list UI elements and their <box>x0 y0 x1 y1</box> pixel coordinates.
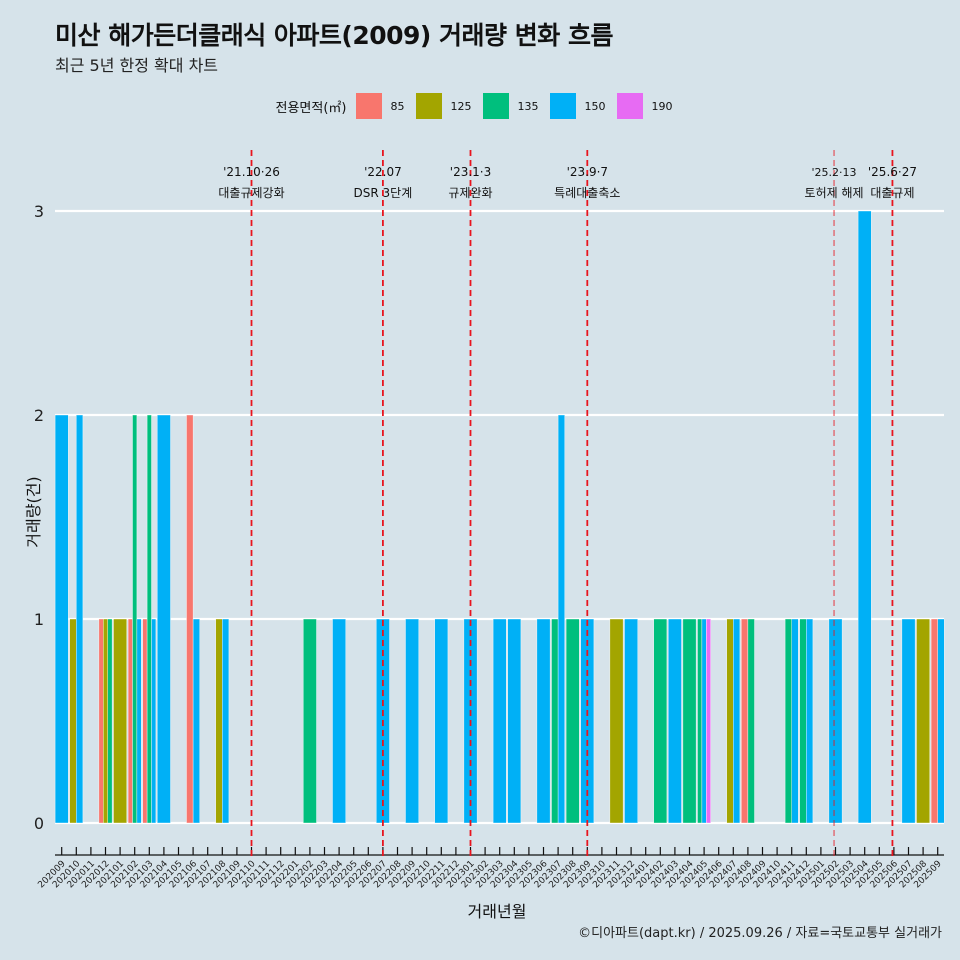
bar-202407-150 <box>733 618 741 824</box>
annotation-label-0: 대출규제강화 <box>218 186 284 200</box>
bar-202012-135 <box>107 618 113 824</box>
y-tick-label: 1 <box>34 610 44 629</box>
bar-202303-150 <box>492 618 507 824</box>
annotation-date-1: '22.07 <box>364 165 402 179</box>
bar-202010-150 <box>76 414 84 824</box>
y-tick-label: 3 <box>34 202 44 221</box>
bar-202306-150 <box>536 618 551 824</box>
bar-202411-135 <box>784 618 792 824</box>
annotation-date-3: '23.9·7 <box>567 165 608 179</box>
legend-swatch-85 <box>356 93 383 119</box>
bar-202507-150 <box>901 618 916 824</box>
bar-202102-85 <box>127 618 133 824</box>
bar-202403-150 <box>668 618 682 824</box>
legend-label-190: 190 <box>651 99 673 113</box>
bar-202010-125 <box>69 618 77 824</box>
bar-202311-125 <box>609 618 624 824</box>
bar-202202-135 <box>303 618 317 824</box>
bar-202405-190 <box>706 618 711 824</box>
legend-title: 전용면적(㎡) <box>275 100 347 116</box>
annotation-label-3: 특례대출축소 <box>554 186 620 200</box>
y-axis-title: 거래량(건) <box>24 476 43 548</box>
bar-202103-135 <box>146 414 152 824</box>
bar-202508-125 <box>916 618 930 824</box>
bar-202102-135 <box>132 414 138 824</box>
bar-202405-150 <box>701 618 707 824</box>
bar-202502-150 <box>828 618 843 824</box>
y-tick-label: 0 <box>34 814 44 833</box>
bar-202407-125 <box>726 618 734 824</box>
annotation-date-5: '25.6·27 <box>868 165 917 179</box>
bar-202504-150 <box>857 210 872 824</box>
bar-202106-85 <box>186 414 194 824</box>
bar-202408-135 <box>747 618 755 824</box>
bar-202103-150 <box>151 618 157 824</box>
annotation-date-2: '23.1·3 <box>450 165 491 179</box>
bar-202108-125 <box>215 618 223 824</box>
annotation-label-1: DSR 3단계 <box>354 186 413 200</box>
bar-202101-125 <box>113 618 127 824</box>
bar-202307-150 <box>557 414 565 824</box>
bar-202412-135 <box>799 618 807 824</box>
bar-202312-150 <box>624 618 638 824</box>
annotation-label-4: 토허제 해제 <box>805 186 864 200</box>
bar-202106-150 <box>192 618 200 824</box>
bar-202304-150 <box>507 618 522 824</box>
chart-subtitle: 최근 5년 한정 확대 차트 <box>55 56 219 75</box>
bar-202509-150 <box>937 618 945 824</box>
legend-item-190: 190 <box>617 93 674 119</box>
legend-label-125: 125 <box>450 99 472 113</box>
bar-202012-85 <box>98 618 104 824</box>
annotation-date-0: '21.10·26 <box>223 165 280 179</box>
bar-202307-135 <box>551 618 559 824</box>
bar-202308-135 <box>565 618 580 824</box>
legend-item-150: 150 <box>550 93 607 119</box>
bar-202103-85 <box>142 618 148 824</box>
x-axis-title: 거래년월 <box>467 902 527 921</box>
annotation-label-2: 규제완화 <box>448 186 492 200</box>
legend: 전용면적(㎡) 85 125 135 150 190 <box>0 93 960 119</box>
bar-202411-150 <box>791 618 799 824</box>
bar-202404-135 <box>682 618 697 824</box>
legend-label-135: 135 <box>517 99 539 113</box>
legend-item-135: 135 <box>483 93 540 119</box>
bar-202412-150 <box>806 618 814 824</box>
footer-credit: ©디아파트(dapt.kr) / 2025.09.26 / 자료=국토교통부 실… <box>578 926 942 941</box>
bar-202102-150 <box>136 618 142 824</box>
legend-item-85: 85 <box>356 93 406 119</box>
bar-202209-150 <box>405 618 419 824</box>
annotation-label-5: 대출규제 <box>870 186 914 200</box>
bar-202108-150 <box>222 618 230 824</box>
legend-swatch-190 <box>617 93 644 119</box>
bar-202211-150 <box>434 618 449 824</box>
bar-202408-85 <box>741 618 749 824</box>
legend-label-150: 150 <box>584 99 606 113</box>
chart-title: 미산 해가든더클래식 아파트(2009) 거래량 변화 흐름 <box>55 21 613 50</box>
bar-202204-150 <box>332 618 346 824</box>
bar-202405-135 <box>697 618 703 824</box>
legend-label-85: 85 <box>390 99 405 113</box>
legend-item-125: 125 <box>416 93 473 119</box>
bar-202402-135 <box>653 618 668 824</box>
legend-swatch-135 <box>483 93 510 119</box>
y-tick-label: 2 <box>34 406 44 425</box>
bar-202009-150 <box>54 414 69 824</box>
bar-202509-85 <box>930 618 938 824</box>
bar-202104-150 <box>157 414 171 824</box>
bar-202012-125 <box>103 618 108 824</box>
legend-swatch-150 <box>550 93 577 119</box>
legend-swatch-125 <box>416 93 443 119</box>
annotation-date-4: '25.2·13 <box>812 166 857 179</box>
